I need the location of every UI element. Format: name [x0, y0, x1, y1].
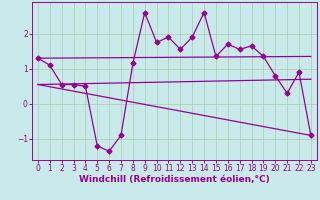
X-axis label: Windchill (Refroidissement éolien,°C): Windchill (Refroidissement éolien,°C)	[79, 175, 270, 184]
